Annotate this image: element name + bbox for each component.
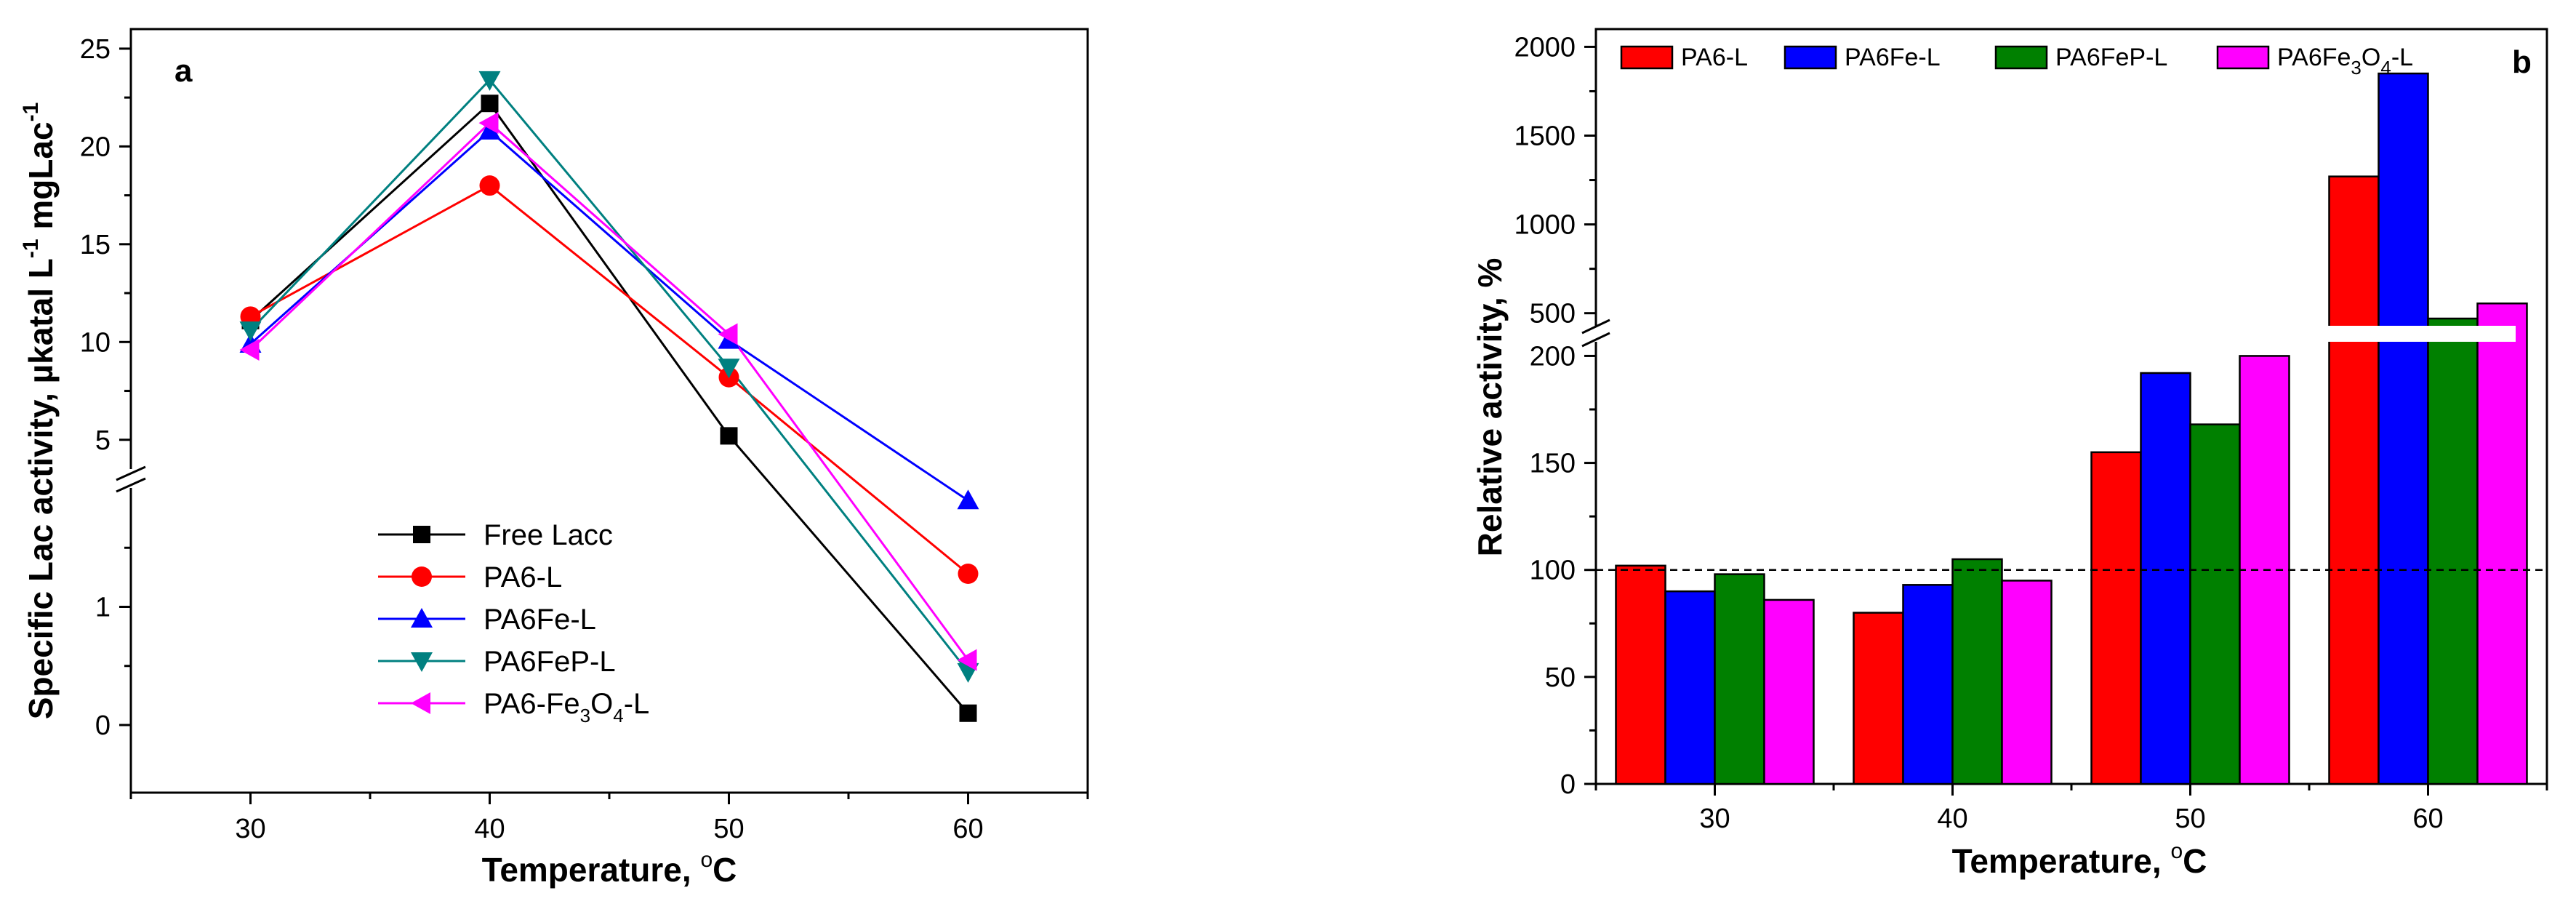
panel-b-bar <box>2140 372 2191 785</box>
panel-b-bar <box>1615 564 1666 785</box>
panel-a-legend-label: Free Lacc <box>483 519 613 551</box>
panel-a-legend-label: PA6FeP-L <box>483 646 616 678</box>
panel-a-series-line <box>249 121 969 661</box>
panel-a-y-tick-label: 1 <box>95 593 111 623</box>
panel-a-x-tick-label: 60 <box>952 814 983 844</box>
panel-a-data-point <box>239 339 260 361</box>
panel-b-bar <box>2427 317 2479 785</box>
panel-a-legend-marker <box>411 652 433 672</box>
panel-a-legend-marker <box>411 608 433 628</box>
panel-b-bar <box>2001 580 2053 785</box>
panel-b-y-tick-label: 1000 <box>1514 210 1576 241</box>
panel-a-frame <box>129 28 1089 794</box>
panel-a-series-line <box>249 129 969 502</box>
panel-b-bar <box>1664 590 1716 785</box>
panel-a-legend-label: PA6Fe-L <box>483 604 596 636</box>
panel-a-data-point <box>720 427 738 445</box>
panel-a-legend: Free Lacc PA6-L PA6Fe-L PA6FeP-L PA6-Fe3O4-L <box>378 519 649 726</box>
panel-a-data-point <box>718 359 740 379</box>
panel-a-data-point <box>478 119 501 140</box>
panel-a-data-point <box>957 489 979 510</box>
panel-a-y-axis-title: Specific Lac activity, µkatal L-1 mgLac-… <box>19 103 60 720</box>
panel-b-legend-swatch <box>1620 45 1674 70</box>
panel-b-y-tick-label: 50 <box>1545 662 1576 693</box>
panel-b-y-tick-label: 0 <box>1560 769 1576 800</box>
panel-a-data-point <box>957 649 977 671</box>
panel-a-data-point <box>478 71 501 91</box>
panel-b-axis-break-band <box>1563 326 2516 342</box>
panel-a-y-tick-label: 15 <box>80 230 111 260</box>
panel-b-y-tick-label: 100 <box>1530 556 1576 586</box>
panel-b-bar <box>2090 451 2142 785</box>
panel-a-x-axis-title: Temperature, oC <box>482 848 737 889</box>
panel-b: 0 50 100 150 200 500 1000 1500 2000 30 40 50 60 b Re… <box>1471 28 2548 880</box>
panel-a-series-line <box>249 184 969 575</box>
panel-b-y-tick-label: 150 <box>1530 449 1576 479</box>
panel-b-bar <box>2328 175 2380 785</box>
panel-a-y-tick-label: 0 <box>95 710 111 741</box>
panel-a-axis-break-mark <box>116 477 146 493</box>
panel-b-bar <box>1951 558 2003 785</box>
panel-b-letter: b <box>2512 44 2532 80</box>
panel-a-series-line <box>249 101 969 714</box>
panel-a-x-tick-label: 50 <box>713 814 744 844</box>
panel-a-legend-label: PA6-Fe3O4-L <box>483 688 649 726</box>
panel-b-x-tick-label: 50 <box>2175 804 2205 834</box>
panel-a-y-tick-label: 20 <box>80 132 111 162</box>
panel-b-y-tick-label: 1500 <box>1514 121 1576 152</box>
panel-a-legend-marker <box>413 526 430 543</box>
panel-b-bar <box>1902 584 1954 785</box>
panel-b-legend: PA6-L PA6Fe-L PA6FeP-L PA6Fe3O4-L <box>1620 44 2413 79</box>
panel-b-bar <box>1853 612 1904 785</box>
panel-b-x-axis-title: Temperature, oC <box>1952 839 2207 880</box>
panel-b-bar <box>2189 423 2241 785</box>
panel-a-y-tick-label: 25 <box>80 34 111 65</box>
panel-a-series-line <box>249 78 969 673</box>
panel-b-legend-swatch <box>1994 45 2048 70</box>
panel-a-x-tick-label: 30 <box>235 814 265 844</box>
panel-b-bar <box>2476 303 2528 785</box>
panel-a-data-point <box>239 321 262 342</box>
panel-a-letter: a <box>174 53 193 89</box>
panel-b-bar <box>1714 573 1765 785</box>
panel-a-data-point <box>718 323 738 345</box>
panel-a-data-point <box>958 564 979 584</box>
panel-b-legend-label: PA6-L <box>1681 44 1748 71</box>
panel-b-x-tick-label: 60 <box>2412 804 2443 834</box>
panel-b-legend-label: PA6Fe-L <box>1845 44 1941 71</box>
panel-a-legend-marker <box>411 692 430 714</box>
panel-b-y-tick-label: 2000 <box>1514 32 1576 63</box>
panel-b-legend-label: PA6Fe3O4-L <box>2277 44 2413 79</box>
panel-b-x-tick-label: 40 <box>1937 804 1967 834</box>
panel-b-y-tick-label: 200 <box>1530 341 1576 372</box>
panel-b-y-axis-title: Relative activity, % <box>1471 258 1509 557</box>
panel-b-legend-swatch <box>1783 45 1837 70</box>
panel-a-data-point <box>479 175 500 196</box>
panel-b-x-tick-label: 30 <box>1699 804 1730 834</box>
panel-b-axis-break-mark <box>1581 332 1610 348</box>
panel-b-bar <box>1763 598 1815 785</box>
panel-a-data-point <box>481 95 499 113</box>
panel-b-y-tick-label: 500 <box>1530 299 1576 329</box>
panel-a-legend-marker <box>412 566 432 587</box>
panel-a-data-point <box>478 112 499 135</box>
panel-a-legend-label: PA6-L <box>483 561 562 593</box>
panel-b-legend-swatch <box>2216 45 2270 70</box>
panel-a-y-tick-label: 10 <box>80 327 111 358</box>
panel-a-x-tick-label: 40 <box>474 814 505 844</box>
panel-a-y-tick-label: 5 <box>95 425 111 456</box>
panel-b-bar <box>2378 72 2429 785</box>
panel-a-data-point <box>959 704 977 722</box>
panel-a-axis-break-mark <box>116 465 146 481</box>
panel-b-legend-label: PA6FeP-L <box>2055 44 2167 71</box>
panel-b-axis-break-mark <box>1581 319 1610 335</box>
